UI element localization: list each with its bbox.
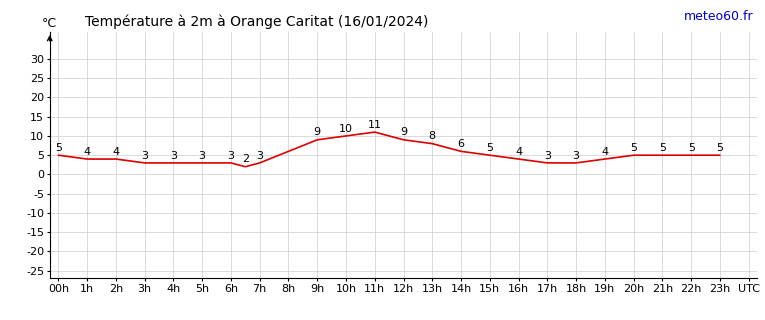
Text: 4: 4 [515, 147, 522, 157]
Text: 9: 9 [314, 127, 321, 138]
Text: 3: 3 [256, 151, 263, 161]
Text: 3: 3 [227, 151, 234, 161]
Text: 5: 5 [55, 143, 62, 153]
Text: 4: 4 [601, 147, 608, 157]
Text: 3: 3 [142, 151, 148, 161]
Text: 2: 2 [242, 155, 249, 164]
Text: meteo60.fr: meteo60.fr [684, 10, 754, 23]
Text: 6: 6 [457, 139, 464, 149]
Text: 5: 5 [659, 143, 666, 153]
Text: 8: 8 [428, 131, 436, 141]
Text: 11: 11 [368, 120, 382, 130]
Text: 3: 3 [573, 151, 580, 161]
Text: 10: 10 [339, 124, 353, 134]
Text: 4: 4 [112, 147, 119, 157]
Text: Température à 2m à Orange Caritat (16/01/2024): Température à 2m à Orange Caritat (16/01… [85, 15, 428, 29]
Text: 4: 4 [83, 147, 91, 157]
Text: 3: 3 [199, 151, 206, 161]
Text: °C: °C [42, 17, 57, 30]
Text: 9: 9 [400, 127, 407, 138]
Text: 5: 5 [487, 143, 493, 153]
Text: 3: 3 [544, 151, 551, 161]
Text: 3: 3 [170, 151, 177, 161]
Text: 5: 5 [688, 143, 695, 153]
Text: 5: 5 [630, 143, 637, 153]
Text: 5: 5 [717, 143, 724, 153]
